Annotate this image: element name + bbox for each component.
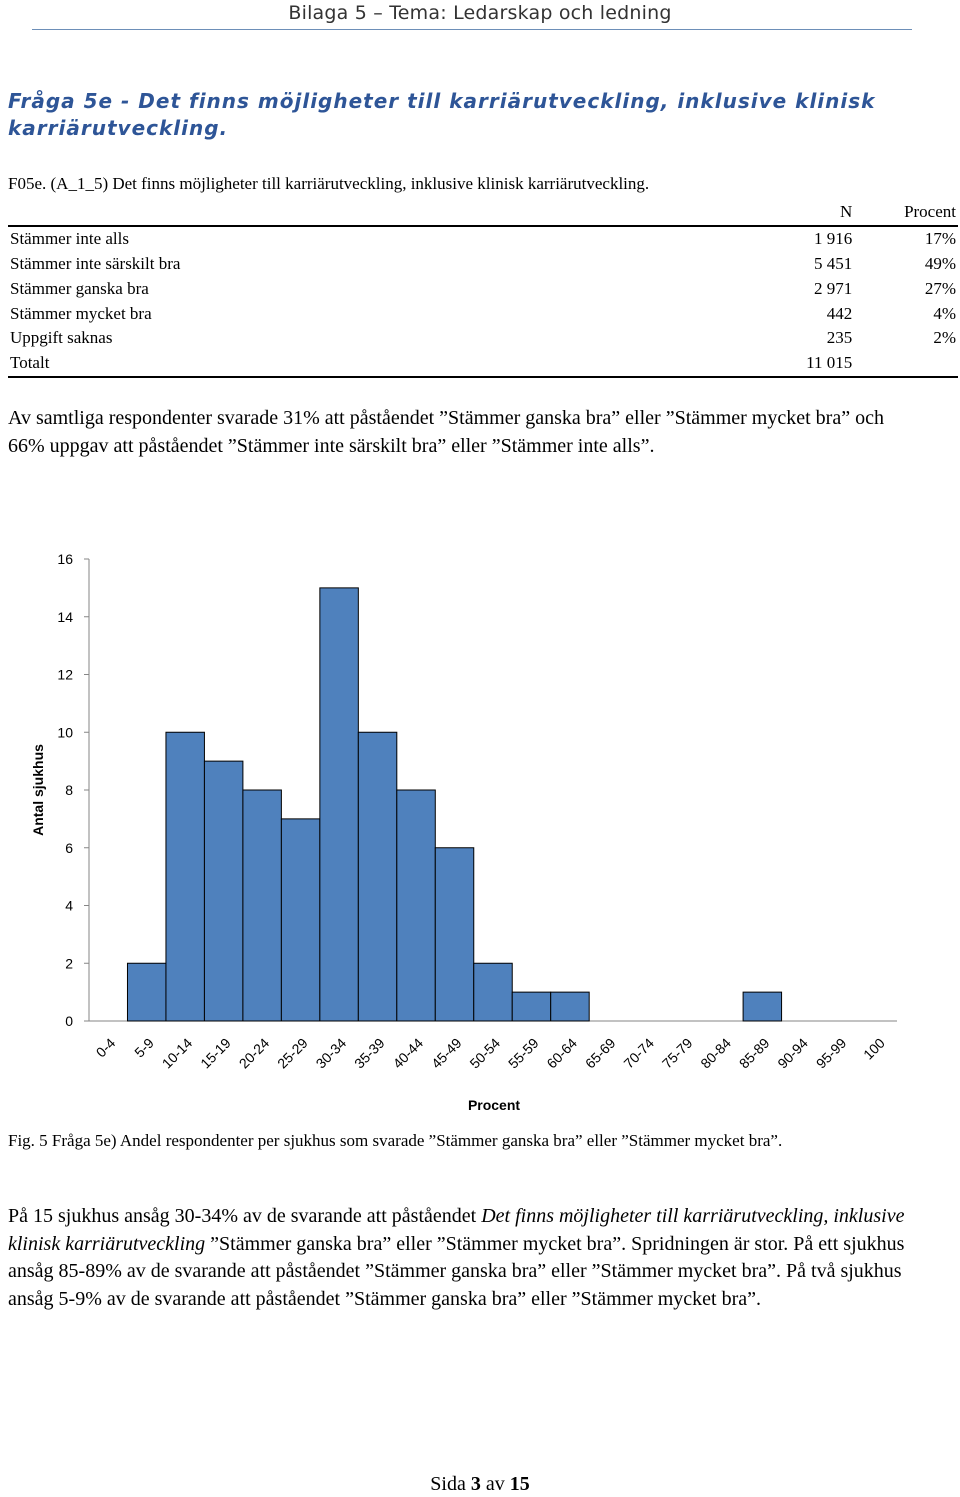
histogram-bar xyxy=(434,847,475,1022)
y-tick-label: 14 xyxy=(57,609,73,625)
table-row: Uppgift saknas 235 2% xyxy=(8,326,958,351)
row-percent: 27% xyxy=(924,278,956,298)
footer-middle: av xyxy=(480,1473,510,1495)
x-tick-label: 0-4 xyxy=(93,1035,119,1061)
x-tick-label: 35-39 xyxy=(351,1035,388,1072)
y-tick-label: 12 xyxy=(57,667,73,683)
y-tick-label: 10 xyxy=(57,724,73,740)
footer-prefix: Sida xyxy=(430,1473,471,1495)
x-tick-label: 85-89 xyxy=(736,1035,773,1072)
row-percent: 17% xyxy=(924,229,956,249)
table-header-empty xyxy=(8,200,610,227)
y-tick-label: 0 xyxy=(65,1013,73,1029)
x-tick-label: 20-24 xyxy=(236,1035,273,1072)
total-n: 11 015 xyxy=(609,350,855,378)
x-tick-label: 5-9 xyxy=(131,1035,157,1061)
table-row: Stämmer ganska bra 2 971 27% xyxy=(8,276,958,301)
histogram-bar xyxy=(242,789,282,1022)
table-total-row: Totalt 11 015 xyxy=(8,350,958,378)
table-header-n: N xyxy=(609,200,855,227)
row-n: 235 xyxy=(826,328,853,348)
y-axis-ticks: 0 2 4 6 8 10 12 14 16 xyxy=(57,551,89,1029)
table-header-percent: Procent xyxy=(854,200,958,227)
x-tick-label: 25-29 xyxy=(274,1035,311,1072)
y-tick-label: 8 xyxy=(65,782,73,798)
histogram-bar xyxy=(396,789,436,1022)
histogram-bar xyxy=(511,991,552,1022)
row-label: Uppgift saknas xyxy=(10,328,113,348)
x-tick-label: 50-54 xyxy=(466,1035,503,1072)
row-n: 1 916 xyxy=(814,229,853,249)
table-row: Stämmer mycket bra 442 4% xyxy=(8,301,958,326)
frequency-table: N Procent Stämmer inte alls 1 916 17% St… xyxy=(8,200,958,378)
question-title: Fråga 5e - Det finns möjligheter till ka… xyxy=(8,89,876,140)
figure-caption: Fig. 5 Fråga 5e) Andel respondenter per … xyxy=(8,1131,783,1150)
row-percent: 2% xyxy=(933,328,956,348)
x-tick-label: 30-34 xyxy=(313,1035,350,1072)
x-axis-label: Procent xyxy=(468,1097,520,1113)
total-label: Totalt xyxy=(8,350,610,378)
row-percent: 49% xyxy=(924,253,956,273)
row-label: Stämmer inte alls xyxy=(10,229,129,249)
x-tick-label: 95-99 xyxy=(813,1035,850,1072)
y-axis-label: Antal sjukhus xyxy=(30,744,46,836)
footer-total-pages: 15 xyxy=(509,1473,530,1495)
row-n: 442 xyxy=(826,303,853,323)
y-tick-label: 16 xyxy=(57,551,73,567)
x-tick-label: 70-74 xyxy=(620,1035,657,1072)
x-tick-label: 15-19 xyxy=(197,1035,234,1072)
histogram-bar xyxy=(550,991,590,1022)
histogram-svg: 0 2 4 6 8 10 12 14 16 0-4 5-9 10-14 15-19 20-24 25-29… xyxy=(30,551,897,1113)
x-tick-label: 55-59 xyxy=(505,1035,542,1072)
histogram-bar xyxy=(203,760,244,1022)
bars-group xyxy=(126,587,783,1022)
row-label: Stämmer mycket bra xyxy=(10,303,152,323)
x-tick-label: 75-79 xyxy=(659,1035,696,1072)
x-tick-label: 100 xyxy=(860,1035,888,1063)
conclusion-text-1: På 15 sjukhus ansåg 30-34% av de svarand… xyxy=(8,1205,482,1227)
row-n: 5 451 xyxy=(814,253,853,273)
x-tick-label: 60-64 xyxy=(543,1035,580,1072)
histogram-bar xyxy=(473,962,513,1022)
x-axis-ticks: 0-4 5-9 10-14 15-19 20-24 25-29 30-34 35-39 40-4… xyxy=(93,1035,888,1072)
footer-page-number: 3 xyxy=(470,1473,481,1495)
summary-paragraph: Av samtliga respondenter svarade 31% att… xyxy=(8,407,884,457)
row-n: 2 971 xyxy=(814,278,853,298)
x-tick-label: 80-84 xyxy=(697,1035,734,1072)
x-tick-label: 45-49 xyxy=(428,1035,465,1072)
x-tick-label: 65-69 xyxy=(582,1035,619,1072)
y-tick-label: 2 xyxy=(65,955,73,971)
table-header-row: N Procent xyxy=(8,200,958,227)
header-divider xyxy=(32,29,912,30)
page-footer: Sida 3 av 15 xyxy=(0,1473,960,1496)
histogram-bar xyxy=(126,962,167,1022)
row-percent: 4% xyxy=(933,303,956,323)
histogram-bar xyxy=(742,991,783,1022)
y-tick-label: 6 xyxy=(65,840,73,856)
conclusion-text-2: ”Stämmer ganska bra” eller ”Stämmer myck… xyxy=(8,1232,905,1310)
conclusion-paragraph: På 15 sjukhus ansåg 30-34% av de svarand… xyxy=(8,1203,908,1313)
row-label: Stämmer inte särskilt bra xyxy=(10,253,181,273)
table-row: Stämmer inte särskilt bra 5 451 49% xyxy=(8,252,958,277)
y-tick-label: 4 xyxy=(65,898,73,914)
histogram-bar xyxy=(165,731,205,1022)
x-tick-label: 90-94 xyxy=(774,1035,811,1072)
table-caption: F05e. (A_1_5) Det finns möjligheter till… xyxy=(8,174,650,193)
conclusion-italic-statement: Det finns möjligheter till karriärutveck… xyxy=(8,1205,905,1255)
row-label: Stämmer ganska bra xyxy=(10,278,149,298)
histogram-chart: 0 2 4 6 8 10 12 14 16 0-4 5-9 10-14 15-19 20-24 25-29… xyxy=(0,540,960,1130)
x-tick-label: 40-44 xyxy=(390,1035,427,1072)
table-row: Stämmer inte alls 1 916 17% xyxy=(8,226,958,252)
x-tick-label: 10-14 xyxy=(159,1035,196,1072)
total-percent-empty xyxy=(854,350,958,378)
histogram-bar xyxy=(319,587,359,1022)
page-header-title: Bilaga 5 – Tema: Ledarskap och ledning xyxy=(288,2,672,24)
histogram-bar xyxy=(357,731,398,1022)
histogram-bar xyxy=(280,818,321,1022)
